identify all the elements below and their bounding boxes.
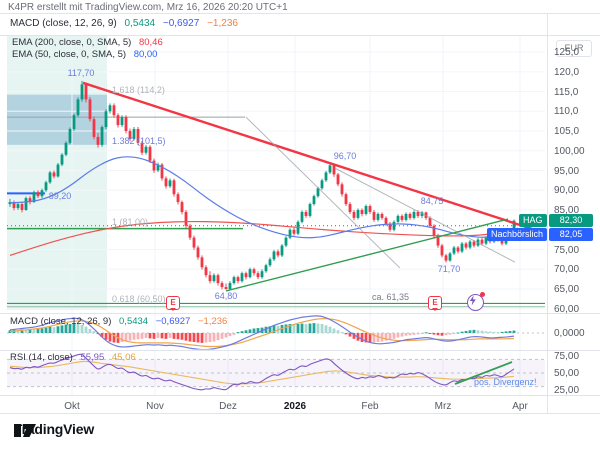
price-tick: 65,00 [554, 284, 580, 295]
price-tick: 70,00 [554, 264, 580, 276]
rsi-legend[interactable]: RSI (14, close) 55,95 45,06 [10, 352, 136, 363]
price-tick: 90,00 [554, 185, 580, 197]
time-tick-2026: 2026 [283, 401, 307, 412]
price-tick: 125,0 [554, 47, 580, 58]
time-tick-Dez: Dez [219, 401, 237, 412]
chart-attribution-header: K4PR erstellt mit TradingView.com, Mrz 1… [8, 2, 288, 13]
macd-signal-value: −1,236 [197, 316, 228, 327]
time-tick-Okt: Okt [64, 401, 80, 412]
price-tick: 60,00 [554, 303, 580, 315]
macd-hist-value: 0,5434 [119, 316, 149, 327]
ema50-legend-label: EMA (50, close, 0, SMA, 5) [12, 49, 127, 60]
macd-line-value: −0,6927 [155, 316, 191, 327]
event-alert-dot [480, 292, 485, 297]
price-tick: 110,0 [554, 106, 579, 118]
afterhours-price-tag: Nachbörslich [487, 227, 548, 241]
macd-hist-value: 0,5434 [124, 18, 156, 29]
tradingview-logo[interactable]: TradingView [14, 421, 94, 437]
ema200-legend-label: EMA (200, close, 0, SMA, 5) [12, 37, 132, 48]
macd-zero-tick: 0,0000 [554, 328, 585, 339]
fib-level-label: 1.618 (114,2) [112, 85, 165, 95]
swing-price-label: 71,70 [437, 264, 461, 274]
time-tick-Mrz: Mrz [434, 401, 452, 412]
fib-level-label: 0.618 (60,50) [112, 294, 166, 304]
ema50-value: 80,00 [133, 49, 158, 60]
price-tick: 95,00 [554, 165, 580, 177]
tradingview-logo-icon [14, 424, 36, 437]
earnings-badge[interactable]: E [428, 296, 442, 311]
ema200-legend[interactable]: EMA (200, close, 0, SMA, 5) 80,46 [12, 37, 163, 48]
price-tick: 115,0 [554, 86, 579, 98]
afterhours-price-value: 82,05 [549, 227, 593, 241]
swing-price-label: 117,70 [67, 68, 95, 78]
price-tick: 75,00 [554, 244, 580, 256]
price-scale-currency[interactable]: EUR [556, 40, 592, 57]
symbol-price-tag: HAG [519, 214, 547, 228]
time-tick-Nov: Nov [146, 401, 164, 412]
macd-signal-value: −1,236 [207, 18, 238, 29]
ema200-value: 80,46 [138, 37, 163, 48]
divergence-label: pos. Divergenz! [474, 377, 537, 387]
time-tick-Apr: Apr [512, 401, 528, 412]
price-tick: 100,00 [554, 145, 585, 157]
macd-legend-top[interactable]: MACD (close, 12, 26, 9) 0,5434 −0,6927 −… [10, 18, 238, 29]
time-tick-Feb: Feb [361, 401, 379, 412]
price-tick: 105,0 [554, 126, 580, 137]
price-tick: 120,0 [554, 66, 580, 78]
rsi-tick: 50,00 [554, 368, 580, 379]
rsi-ma-value: 45,06 [111, 352, 136, 363]
rsi-value: 55,95 [80, 352, 105, 363]
macd-legend-label: MACD (close, 12, 26, 9) [10, 18, 117, 29]
ema50-legend[interactable]: EMA (50, close, 0, SMA, 5) 80,00 [12, 49, 157, 60]
price-target-label: ca. 61,35 [372, 292, 410, 302]
fib-level-label: 1 (81,00) [112, 217, 149, 227]
macd-legend-label: MACD (close, 12, 26, 9) [10, 316, 112, 327]
fib-level-label: 1.382 (101,5) [112, 136, 166, 146]
swing-price-label: 64,80 [214, 291, 238, 301]
swing-price-label: 84,75 [420, 196, 444, 206]
symbol-price-value: 82,30 [549, 214, 593, 228]
flash-event-icon[interactable] [467, 294, 484, 311]
earnings-badge[interactable]: E [166, 296, 180, 311]
rsi-tick: 25,00 [554, 385, 580, 396]
rsi-tick: 75,00 [554, 351, 580, 362]
macd-line-value: −0,6927 [162, 18, 200, 29]
rsi-legend-label: RSI (14, close) [10, 352, 73, 363]
macd-legend-pane[interactable]: MACD (close, 12, 26, 9) 0,5434 −0,6927 −… [10, 316, 227, 327]
swing-price-label: 96,70 [333, 151, 357, 161]
price-tick: 85,00 [554, 205, 580, 216]
swing-price-label: 89,20 [48, 191, 72, 201]
